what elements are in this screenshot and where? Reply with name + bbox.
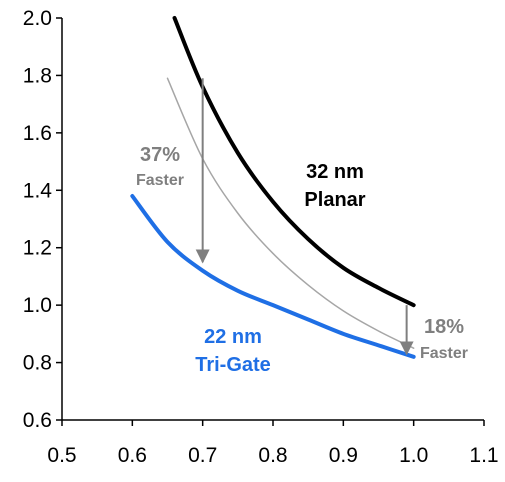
speedup-faster-label: Faster bbox=[136, 172, 184, 189]
y-tick-label: 1.2 bbox=[23, 237, 52, 260]
annotations: 37% Faster 18% Faster 32 nm Planar 22 nm Tri-Ga… bbox=[136, 78, 468, 376]
planar-series-label: Planar bbox=[304, 189, 365, 211]
trigate-series-label: Tri-Gate bbox=[195, 354, 271, 376]
x-tick-label: 0.6 bbox=[118, 444, 147, 467]
series-line-reference bbox=[166, 77, 415, 349]
series-line-32nm-planar bbox=[172, 16, 416, 308]
planar-series-label: 32 nm bbox=[306, 161, 364, 183]
x-tick-label: 0.9 bbox=[329, 444, 358, 467]
speedup-faster-label: Faster bbox=[420, 345, 468, 362]
y-tick-label: 0.8 bbox=[23, 352, 52, 375]
x-tick-label: 0.5 bbox=[47, 444, 76, 467]
tick-labels: 0.6 0.8 1.0 1.2 1.4 1.6 1.8 2.0 0.5 0.6 0.7 0.8 0.9 1… bbox=[23, 7, 499, 467]
y-tick-label: 1.8 bbox=[23, 64, 52, 87]
y-tick-label: 2.0 bbox=[23, 7, 52, 30]
series-line-22nm-trigate bbox=[130, 194, 416, 359]
x-tick-label: 1.0 bbox=[399, 444, 428, 467]
y-tick-label: 0.6 bbox=[23, 409, 52, 432]
x-tick-label: 0.8 bbox=[258, 444, 287, 467]
speedup-percent-label: 37% bbox=[140, 144, 180, 166]
x-tick-label: 0.7 bbox=[188, 444, 217, 467]
y-tick-label: 1.6 bbox=[23, 122, 52, 145]
y-tick-label: 1.4 bbox=[23, 179, 53, 202]
y-tick-label: 1.0 bbox=[23, 294, 52, 317]
trigate-series-label: 22 nm bbox=[204, 326, 262, 348]
speedup-percent-label: 18% bbox=[424, 316, 464, 338]
x-tick-label: 1.1 bbox=[469, 444, 498, 467]
